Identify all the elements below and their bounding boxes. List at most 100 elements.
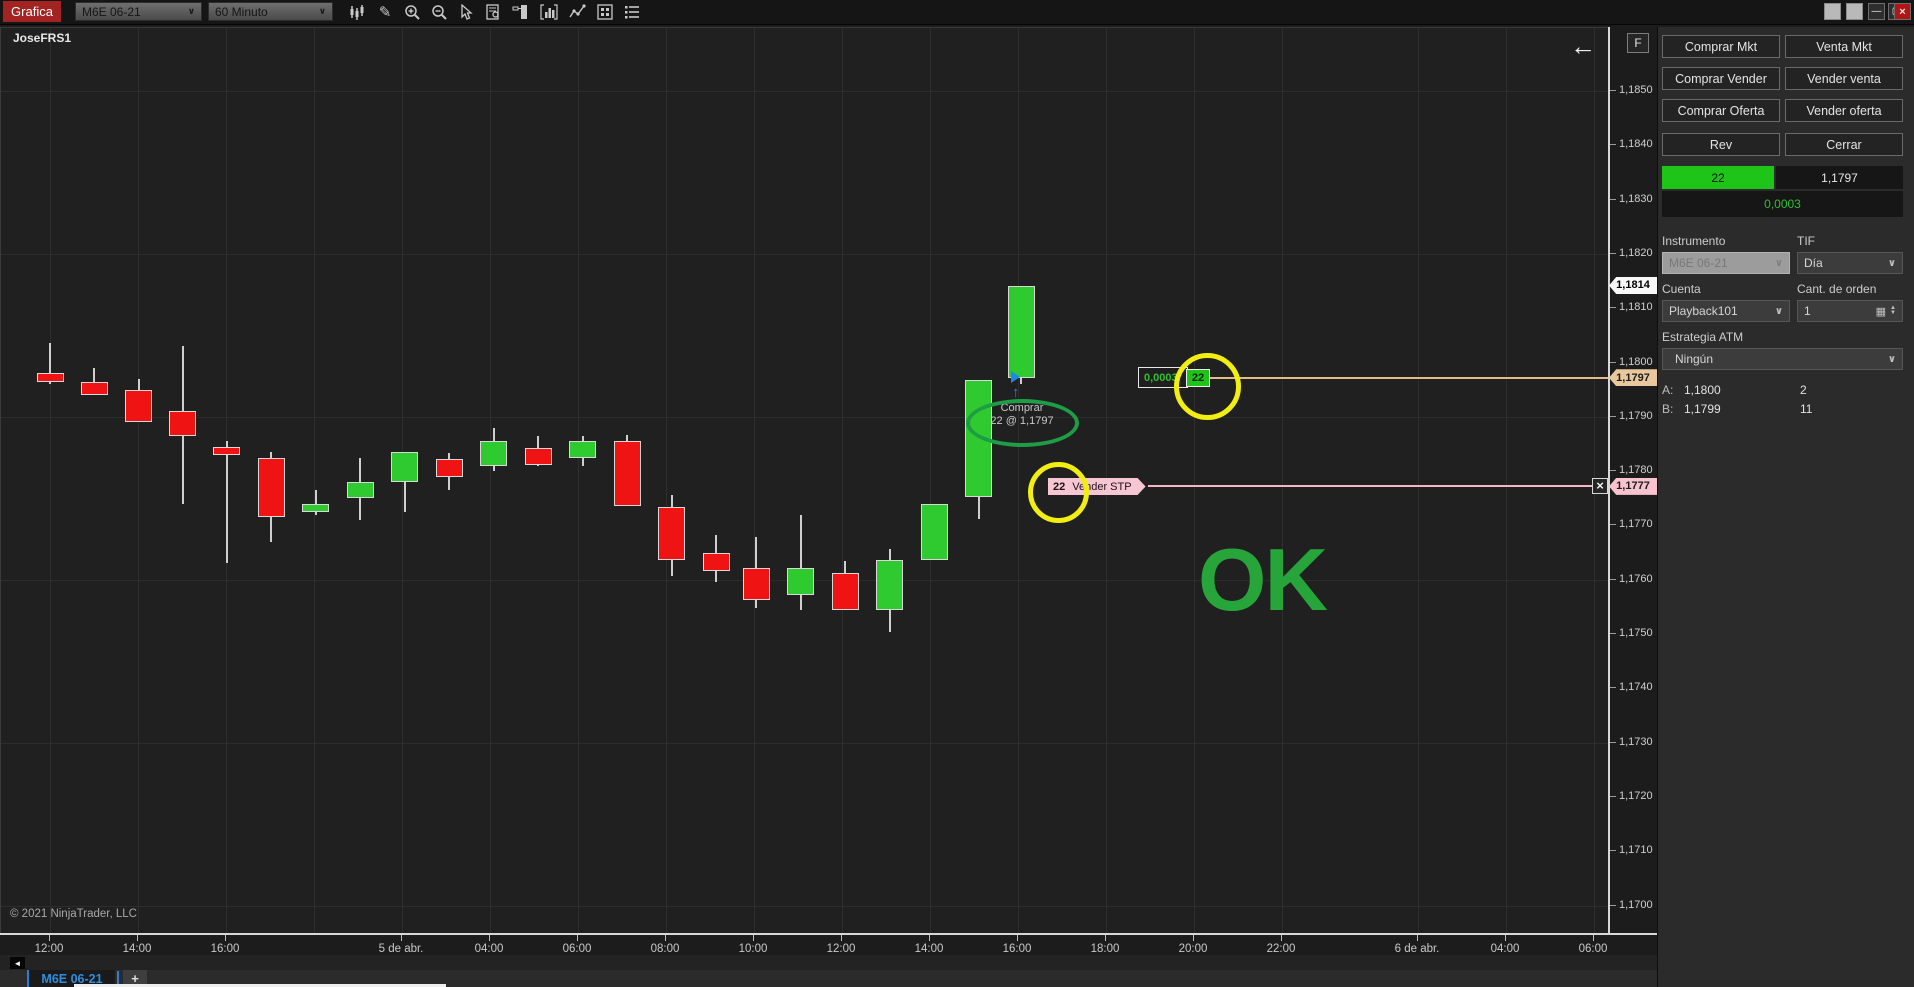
cancel-order-icon[interactable]: × — [1592, 478, 1608, 494]
scroll-left-button[interactable]: ◄ — [10, 957, 25, 969]
time-tick-label: 12:00 — [826, 943, 856, 955]
price-tick-label: 1,1700 — [1619, 898, 1653, 911]
vender-oferta-button[interactable]: Vender oferta — [1785, 99, 1903, 122]
account-dropdown[interactable]: Playback101 ∨ — [1662, 300, 1790, 322]
window-extra-button-2[interactable] — [1846, 3, 1863, 20]
rev-button[interactable]: Rev — [1662, 133, 1780, 156]
candle-body — [742, 568, 770, 601]
candle-wick — [403, 452, 406, 512]
price-tick — [1610, 578, 1616, 580]
chart-plot-area[interactable] — [0, 27, 1609, 934]
candle-body — [524, 447, 552, 466]
candle-body — [876, 560, 903, 610]
window-extra-button-1[interactable] — [1824, 3, 1841, 20]
atm-strategy-value: Ningún — [1675, 352, 1714, 366]
price-tick-label: 1,1730 — [1619, 735, 1653, 748]
report-icon[interactable] — [483, 3, 503, 21]
indicators-icon[interactable] — [539, 3, 559, 21]
price-tick-label: 1,1830 — [1619, 192, 1653, 205]
cerrar-button[interactable]: Cerrar — [1785, 133, 1903, 156]
vertical-gridline — [490, 28, 491, 934]
close-button[interactable]: × — [1894, 3, 1911, 20]
time-tick — [753, 935, 754, 941]
spinner-down-icon[interactable]: ▼ — [1890, 310, 1896, 316]
time-tick — [1105, 935, 1106, 941]
time-tick — [1281, 935, 1282, 941]
tif-dropdown[interactable]: Día ∨ — [1797, 252, 1903, 274]
time-tick-label: 04:00 — [1490, 943, 1520, 955]
instrument-dropdown-value: M6E 06-21 — [82, 4, 141, 19]
chevron-down-icon: ∨ — [1887, 353, 1896, 365]
time-tick — [1193, 935, 1194, 941]
vertical-gridline — [578, 28, 579, 934]
comprar-mkt-button[interactable]: Comprar Mkt — [1662, 35, 1780, 58]
vertical-gridline — [50, 28, 51, 934]
strategies-icon[interactable] — [567, 3, 587, 21]
price-tick — [1610, 198, 1616, 200]
vender-venta-button[interactable]: Vender venta — [1785, 67, 1903, 90]
time-tick — [577, 935, 578, 941]
minimize-button[interactable]: — — [1868, 3, 1885, 20]
time-tick-label: 04:00 — [474, 943, 504, 955]
zoom-in-icon[interactable] — [402, 3, 422, 21]
price-tick-label: 1,1770 — [1619, 518, 1653, 531]
price-tick — [1610, 795, 1616, 797]
cursor-icon[interactable] — [456, 3, 476, 21]
candle-body — [569, 441, 596, 458]
tab-m6e-06-21[interactable]: M6E 06-21 — [27, 970, 115, 987]
price-tick-label: 1,1840 — [1619, 138, 1653, 151]
scroll-back-arrow-icon[interactable]: ← — [1570, 31, 1596, 61]
chart-style-icon[interactable] — [347, 3, 367, 21]
position-qty-box: 22 — [1662, 166, 1774, 189]
panel-instrument-dropdown[interactable]: M6E 06-21 ∨ — [1662, 252, 1790, 274]
entry-price-marker[interactable]: 1,1797 — [1609, 369, 1657, 387]
draw-icon[interactable]: ✎ — [378, 4, 392, 21]
vertical-gridline — [1194, 28, 1195, 934]
chevron-down-icon: ∨ — [318, 6, 326, 16]
app-tab-grafica[interactable]: Grafica — [3, 1, 61, 22]
last-price-marker: 1,1814 — [1609, 276, 1657, 294]
properties-icon[interactable] — [595, 3, 615, 21]
time-tick-label: 6 de abr. — [1394, 943, 1440, 955]
candle-body — [346, 481, 374, 499]
fixed-scale-button[interactable]: F — [1627, 33, 1649, 53]
candle-body — [702, 553, 730, 571]
entry-order-line[interactable] — [1208, 376, 1608, 379]
price-tick — [1610, 415, 1616, 417]
time-tick-label: 06:00 — [562, 943, 592, 955]
instrument-dropdown[interactable]: M6E 06-21 ∨ — [75, 2, 202, 21]
time-axis[interactable]: 12:00 14:00 16:00 5 de abr. 04:00 06:00 08:00 1… — [0, 933, 1657, 955]
price-tick-label: 1,1780 — [1619, 464, 1653, 477]
horizontal-gridline — [1, 253, 1609, 255]
comprar-vender-button[interactable]: Comprar Vender — [1662, 67, 1780, 90]
horizontal-gridline — [1, 742, 1609, 744]
time-tick-label: 16:00 — [210, 943, 240, 955]
candle-body — [391, 452, 418, 482]
price-tick-label: 1,1760 — [1619, 572, 1653, 585]
time-tick — [841, 935, 842, 941]
stop-price-marker[interactable]: 1,1777 — [1609, 477, 1657, 495]
tab-bar: M6E 06-21 + — [0, 970, 1657, 987]
spinner-up-icon[interactable]: ▲ — [1890, 305, 1896, 311]
stop-order-line[interactable] — [1148, 485, 1592, 488]
candle-body — [920, 503, 948, 561]
zoom-out-icon[interactable] — [429, 3, 449, 21]
atm-strategy-dropdown[interactable]: Ningún ∨ — [1662, 348, 1903, 370]
comprar-oferta-button[interactable]: Comprar Oferta — [1662, 99, 1780, 122]
bid-row-size: 11 — [1800, 402, 1813, 416]
candle-body — [169, 411, 196, 436]
qty-spinner[interactable]: ▲ ▼ — [1890, 305, 1896, 316]
calculator-icon[interactable]: ▦ — [1875, 305, 1887, 318]
order-qty-input[interactable]: 1 ▦ ▲ ▼ — [1797, 300, 1903, 322]
candle-wick — [49, 343, 51, 385]
interval-dropdown[interactable]: 60 Minuto ∨ — [208, 2, 333, 21]
data-series-icon[interactable] — [622, 3, 642, 21]
add-tab-button[interactable]: + — [123, 970, 147, 987]
chart-trader-icon[interactable] — [510, 3, 530, 21]
time-tick-label: 10:00 — [738, 943, 768, 955]
venta-mkt-button[interactable]: Venta Mkt — [1785, 35, 1903, 58]
price-tick-label: 1,1820 — [1619, 246, 1653, 259]
price-tick — [1610, 470, 1616, 472]
candle-body — [480, 441, 507, 466]
time-tick — [929, 935, 930, 941]
